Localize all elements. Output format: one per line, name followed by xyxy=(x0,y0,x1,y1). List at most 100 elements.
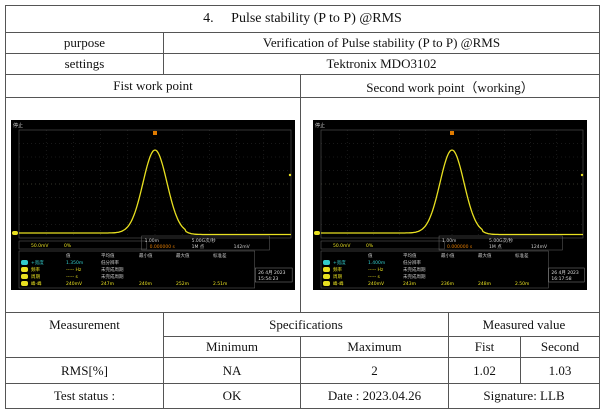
scope-screenshot-1: 停止 50.0mV 0% 1.00m 5.00G次/秒 0.000000 s 1M 点 142… xyxy=(5,97,301,313)
record-length: 1M 点 xyxy=(192,244,205,250)
measurement-source-badge xyxy=(323,281,330,286)
measurement-value: 未完成周期 xyxy=(403,273,426,280)
measurement-value: 2.50m xyxy=(515,281,529,287)
channel-info-box xyxy=(320,240,445,250)
trigger-level: 124mV xyxy=(531,244,548,250)
measurement-value: ----- Hz xyxy=(66,267,82,273)
rms-max: 2 xyxy=(300,357,449,384)
measurement-value: 252m xyxy=(176,281,189,287)
measurement-value: 未完成周期 xyxy=(101,273,124,280)
rms-min: NA xyxy=(163,357,301,384)
measurement-header: 标准差 xyxy=(213,252,227,259)
measurement-name: 峰-峰 xyxy=(333,280,344,287)
sample-rate: 5.00G次/秒 xyxy=(192,237,217,244)
test-table: 4. Pulse stability (P to P) @RMS purpose… xyxy=(5,5,600,409)
measurement-name: 周期 xyxy=(333,274,342,280)
measurement-value: 240m xyxy=(139,281,152,287)
measurement-name: +宽度 xyxy=(31,259,44,266)
measurement-value: 248m xyxy=(478,281,491,287)
specifications-label: Specifications xyxy=(163,312,449,337)
measurement-source-badge xyxy=(323,274,330,279)
measurement-value: 240mV xyxy=(368,281,385,287)
timebase-box xyxy=(438,235,563,251)
date-readout: 26 4月 2023 xyxy=(551,270,579,276)
section-title: 4. Pulse stability (P to P) @RMS xyxy=(5,5,600,33)
grid-border xyxy=(320,129,584,239)
channel-1-marker xyxy=(314,231,320,235)
measurement-value: 1.400m xyxy=(368,260,385,266)
measurement-value: 2.51m xyxy=(213,281,227,287)
second-label: Second xyxy=(520,336,600,358)
measurement-source-badge xyxy=(21,281,28,286)
measurement-header: 平均值 xyxy=(101,252,115,259)
trigger-position-marker xyxy=(450,131,454,135)
maximum-label: Maximum xyxy=(300,336,449,358)
status-label: Test status : xyxy=(5,383,164,409)
purpose-value: Verification of Pulse stability (P to P)… xyxy=(163,32,600,54)
measurement-value: 247m xyxy=(101,281,114,287)
measurement-value: 1.350m xyxy=(66,260,83,266)
measurement-value: 未完成周期 xyxy=(101,266,124,273)
measurement-source-badge xyxy=(323,267,330,272)
measurement-header: 平均值 xyxy=(403,252,417,259)
waveform-trace xyxy=(321,149,583,236)
measurement-value: ----- Hz xyxy=(368,267,384,273)
status-value: OK xyxy=(163,383,301,409)
measurement-source-badge xyxy=(21,260,28,265)
measurement-label: Measurement xyxy=(5,312,164,358)
channel-scale: 50.0mV xyxy=(31,243,49,249)
timebase-box xyxy=(141,235,270,251)
measurement-value: ----- s xyxy=(66,275,79,280)
timebase: 1.00m xyxy=(145,238,159,244)
measurement-value: 低分辨率 xyxy=(101,259,119,266)
measurement-value: ----- s xyxy=(368,275,381,280)
screen-background xyxy=(11,120,295,290)
fist-label: Fist xyxy=(448,336,521,358)
screen-background xyxy=(313,120,587,290)
trigger-time: 0.000000 s xyxy=(150,244,176,250)
measurement-header: 值 xyxy=(66,252,71,259)
measurement-header: 值 xyxy=(368,252,373,259)
scope-screenshot-2: 停止 50.0mV 0% 1.00m 5.00G次/秒 0.000000 s 1M 点 124… xyxy=(300,97,600,313)
measurement-value: 236m xyxy=(441,281,454,287)
measurement-source-badge xyxy=(21,274,28,279)
grid-border xyxy=(18,129,292,239)
channel-offset: 0% xyxy=(366,243,374,249)
trigger-level-marker xyxy=(288,173,292,177)
signature: Signature: LLB xyxy=(448,383,600,409)
scope-status: 停止 xyxy=(13,122,23,129)
measurement-value: 未完成周期 xyxy=(403,266,426,273)
trigger-level-marker xyxy=(580,173,584,177)
channel-info-box xyxy=(18,240,148,250)
sample-rate: 5.00G次/秒 xyxy=(489,237,514,244)
minimum-label: Minimum xyxy=(163,336,301,358)
measurement-box xyxy=(18,250,255,289)
point-1-label: Fist work point xyxy=(5,74,301,98)
trigger-level: 142mV xyxy=(234,244,251,250)
measurement-name: 周期 xyxy=(31,274,40,280)
measurement-header: 最小值 xyxy=(441,252,455,259)
measurement-value: 243m xyxy=(403,281,416,287)
oscilloscope-screen: 停止 50.0mV 0% 1.00m 5.00G次/秒 0.000000 s 1M 点 142… xyxy=(11,120,295,290)
settings-value: Tektronix MDO3102 xyxy=(163,53,600,75)
time-readout: 15:54:23 xyxy=(258,276,278,282)
time-readout: 16:17:58 xyxy=(551,276,571,282)
trigger-position-marker xyxy=(153,131,157,135)
oscilloscope-screen: 停止 50.0mV 0% 1.00m 5.00G次/秒 0.000000 s 1M 点 124… xyxy=(313,120,587,290)
settings-label: settings xyxy=(5,53,164,75)
rms-fist: 1.02 xyxy=(448,357,521,384)
timebase: 1.00m xyxy=(442,238,456,244)
datetime-box xyxy=(548,267,585,283)
measurement-name: 频率 xyxy=(31,266,40,273)
measurement-source-badge xyxy=(323,260,330,265)
trigger-time: 0.000000 s xyxy=(447,244,473,250)
channel-scale: 50.0mV xyxy=(333,243,351,249)
date-readout: 26 4月 2023 xyxy=(258,270,286,276)
measurement-header: 最大值 xyxy=(176,252,190,259)
measurement-source-badge xyxy=(21,267,28,272)
scope-status: 停止 xyxy=(315,122,325,129)
measured-label: Measured value xyxy=(448,312,600,337)
rms-label: RMS[%] xyxy=(5,357,164,384)
measurement-value: 240mV xyxy=(66,281,83,287)
datetime-box xyxy=(254,267,293,283)
